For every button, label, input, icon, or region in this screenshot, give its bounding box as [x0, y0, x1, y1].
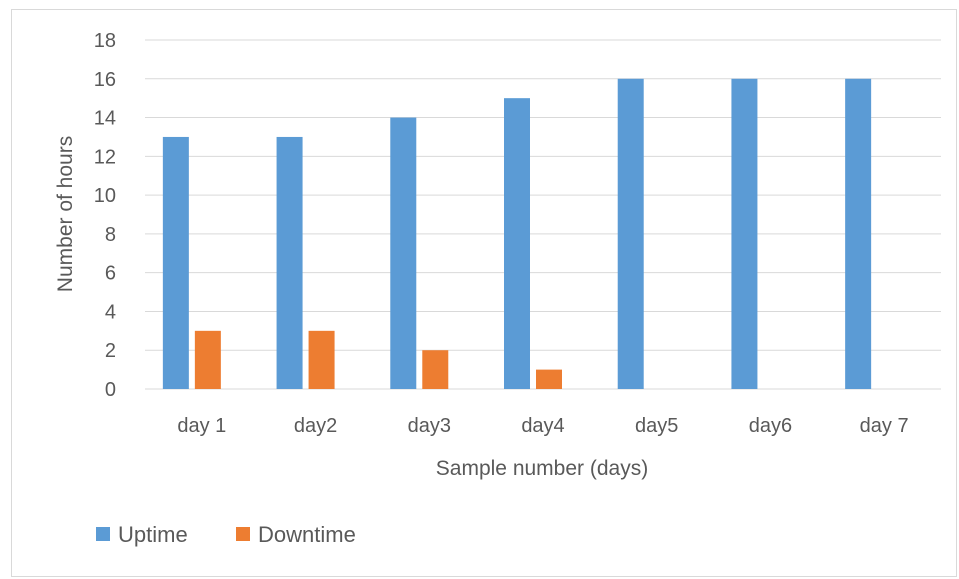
- y-axis-ticks: 0 2 4 6 8 10 12 14 16 18: [94, 30, 116, 401]
- x-tick-label: day5: [635, 415, 678, 437]
- x-tick-label: day6: [749, 415, 792, 437]
- bar-uptime-day5: [617, 78, 644, 390]
- x-axis-title: Sample number (days): [436, 457, 648, 480]
- legend-swatch-uptime: [96, 527, 110, 541]
- bar-downtime-day2: [308, 330, 335, 389]
- bar-uptime-day2: [276, 136, 303, 389]
- legend: Uptime Downtime: [96, 522, 356, 547]
- bar-uptime-day3: [390, 117, 417, 390]
- x-tick-label: day 1: [177, 415, 226, 437]
- x-tick-label: day2: [294, 415, 337, 437]
- y-tick-label: 10: [94, 185, 116, 207]
- y-tick-label: 16: [94, 69, 116, 91]
- bar-uptime-day4: [504, 98, 530, 390]
- bar-downtime-day1: [194, 330, 221, 389]
- y-tick-label: 8: [105, 224, 116, 246]
- x-tick-label: day 7: [860, 415, 909, 437]
- bar-uptime-day1: [162, 136, 189, 389]
- y-tick-label: 2: [105, 340, 116, 362]
- legend-swatch-downtime: [236, 527, 250, 541]
- y-tick-label: 18: [94, 30, 116, 52]
- gridlines: [145, 39, 941, 390]
- x-axis-ticks: day 1 day2 day3 day4 day5 day6 day 7: [177, 415, 908, 437]
- bar-downtime-day4: [536, 369, 562, 389]
- y-tick-label: 4: [105, 301, 116, 323]
- y-tick-label: 0: [105, 379, 116, 401]
- legend-label-uptime: Uptime: [118, 522, 188, 547]
- y-tick-label: 14: [94, 108, 116, 130]
- y-tick-label: 6: [105, 263, 116, 285]
- bar-uptime-day7: [845, 78, 872, 390]
- legend-label-downtime: Downtime: [258, 522, 356, 547]
- bars: [162, 78, 872, 390]
- y-tick-label: 12: [94, 146, 116, 168]
- x-tick-label: day4: [521, 415, 564, 437]
- x-tick-label: day3: [408, 415, 451, 437]
- bar-uptime-day6: [731, 78, 758, 390]
- bar-downtime-day3: [422, 350, 449, 389]
- y-axis-title: Number of hours: [54, 136, 77, 292]
